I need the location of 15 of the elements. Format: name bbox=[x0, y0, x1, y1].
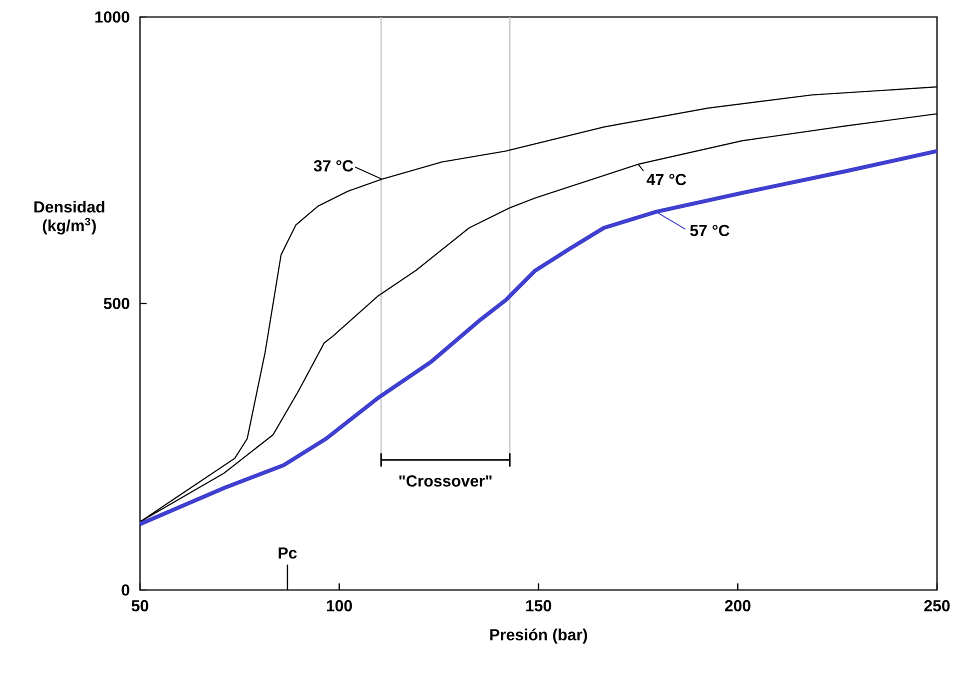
x-tick-label: 100 bbox=[326, 600, 352, 612]
x-tick-label: 50 bbox=[132, 600, 148, 612]
legend-label: 57 °C bbox=[690, 224, 730, 236]
y-axis-title: Densidad (kg/m$^{3}$) bbox=[34, 200, 104, 234]
y-tick-label: 1000 bbox=[95, 11, 130, 23]
y-tick-label: 0 bbox=[122, 584, 130, 596]
series-label: 47 °C bbox=[646, 174, 686, 186]
ref-line-label: Pc bbox=[278, 547, 297, 559]
x-tick-label: 150 bbox=[526, 600, 552, 612]
y-tick-label: 500 bbox=[104, 298, 130, 310]
x-tick-label: 250 bbox=[924, 600, 950, 612]
series-label: 37 °C bbox=[314, 160, 354, 172]
x-axis-title: Presión (bar) bbox=[490, 628, 588, 644]
annotation: "Crossover" bbox=[399, 475, 492, 487]
x-tick-label: 200 bbox=[724, 600, 750, 612]
